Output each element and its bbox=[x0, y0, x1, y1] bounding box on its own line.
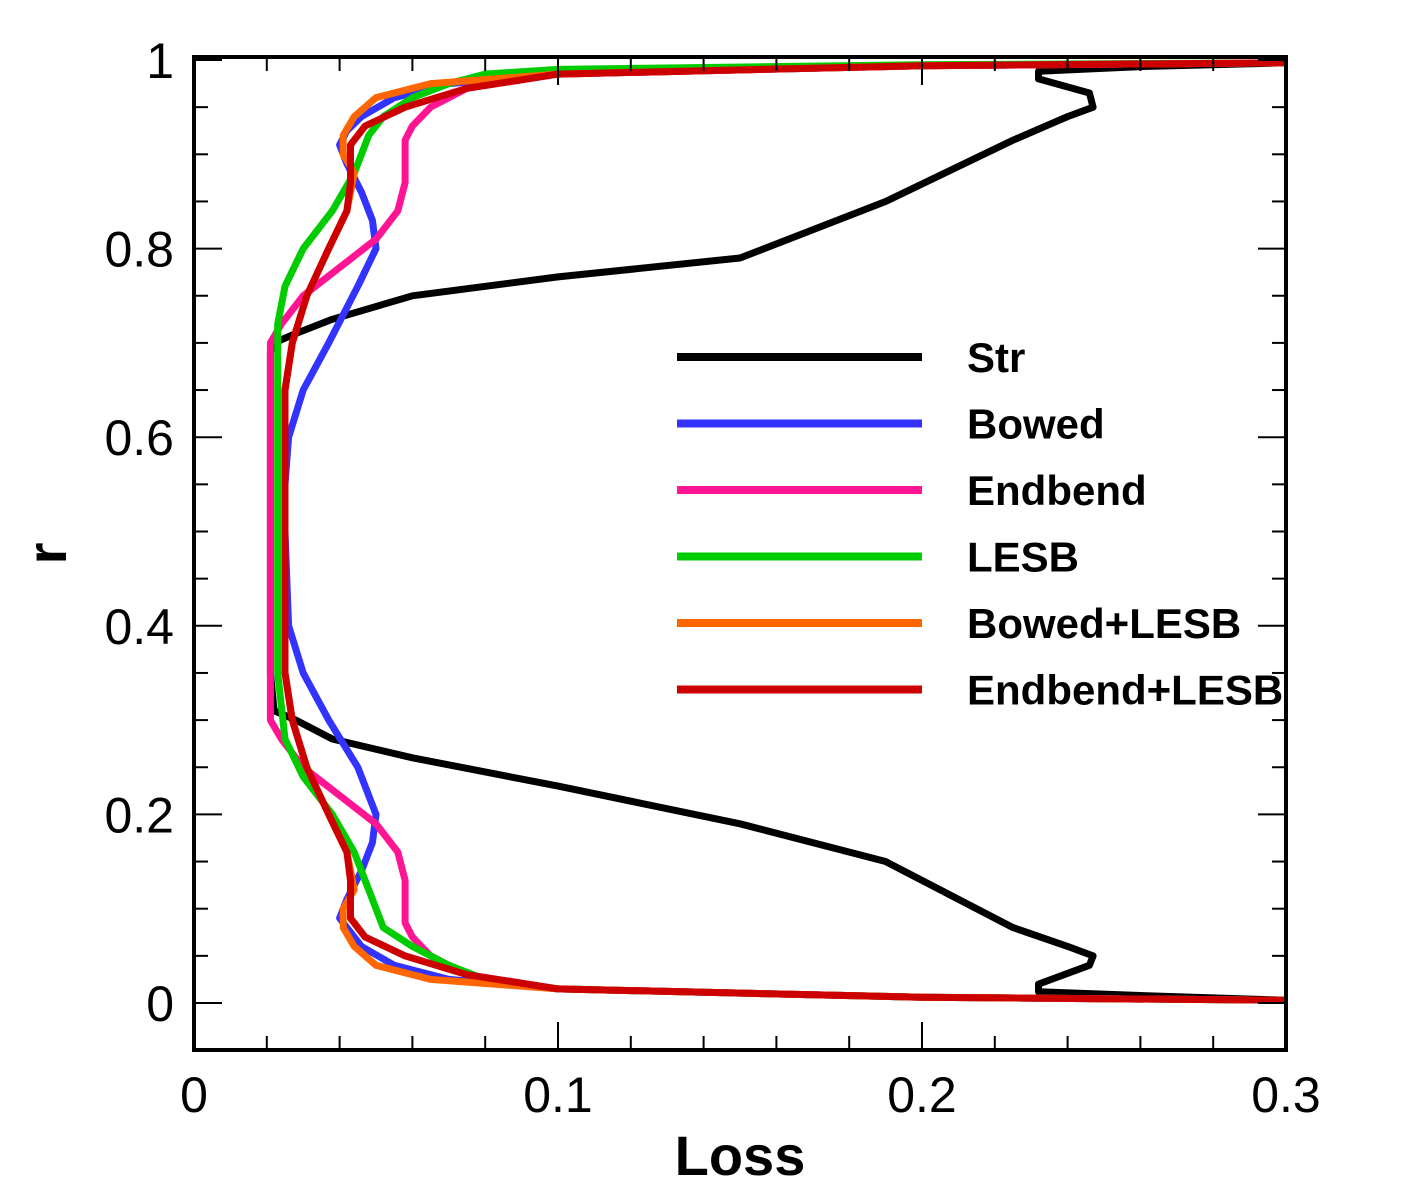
series-line-lesb bbox=[274, 59, 1286, 1004]
y-axis-title: r bbox=[15, 543, 78, 565]
y-tick-label: 0 bbox=[146, 976, 174, 1032]
series-group bbox=[266, 59, 1286, 1004]
y-tick-label: 0.4 bbox=[104, 599, 174, 655]
y-tick-label: 0.2 bbox=[104, 787, 174, 843]
legend: Str Bowed Endbend LESB Bowed+LESB Endbend+LES… bbox=[677, 334, 1283, 714]
legend-label-bowed: Bowed bbox=[967, 401, 1105, 448]
axes-group: 0 0.1 0.2 0.3 0 0.2 0.4 0.6 0.8 1 bbox=[104, 33, 1320, 1123]
legend-label-endbend-lesb: Endbend+LESB bbox=[967, 667, 1283, 714]
legend-label-bowed-lesb: Bowed+LESB bbox=[967, 600, 1241, 647]
y-tick-label: 0.8 bbox=[104, 222, 174, 278]
x-tick-label: 0 bbox=[180, 1067, 208, 1123]
x-axis-title: Loss bbox=[675, 1124, 806, 1187]
y-tick-label: 0.6 bbox=[104, 410, 174, 466]
x-tick-label: 0.2 bbox=[887, 1067, 957, 1123]
plot-frame bbox=[192, 55, 1288, 1052]
legend-label-lesb: LESB bbox=[967, 534, 1079, 581]
x-tick-label: 0.1 bbox=[523, 1067, 593, 1123]
legend-label-str: Str bbox=[967, 334, 1025, 381]
x-tick-label: 0.3 bbox=[1251, 1067, 1321, 1123]
series-line-endbend bbox=[266, 59, 1286, 1004]
legend-label-endbend: Endbend bbox=[967, 467, 1147, 514]
series-line-endbend-lesb bbox=[281, 59, 1286, 1004]
y-tick-label: 1 bbox=[146, 33, 174, 89]
